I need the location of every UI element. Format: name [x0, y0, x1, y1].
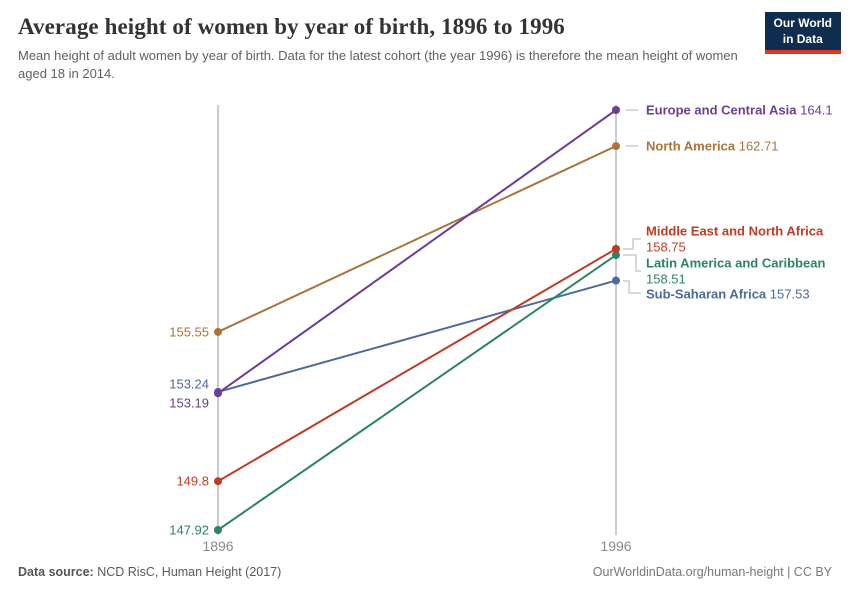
data-point-start[interactable]: [214, 327, 222, 336]
start-value-label: 153.19: [169, 396, 209, 411]
logo-line-2: in Data: [782, 31, 823, 46]
start-value-label: 153.24: [169, 377, 209, 392]
start-value-label: 147.92: [169, 523, 209, 538]
data-point-start[interactable]: [214, 526, 222, 534]
chart-footer: Data source: NCD RisC, Human Height (201…: [18, 565, 832, 579]
data-point-end[interactable]: [612, 106, 620, 114]
series-line[interactable]: [217, 145, 617, 333]
data-point-start[interactable]: [214, 477, 222, 486]
data-point-end[interactable]: [612, 251, 620, 260]
data-source: Data source: NCD RisC, Human Height (201…: [18, 565, 281, 579]
series-end-label[interactable]: North America 162.71: [646, 139, 778, 154]
series-line[interactable]: [217, 109, 617, 395]
label-connector: [623, 280, 641, 294]
x-tick-label-1996: 1996: [600, 538, 631, 554]
series-end-label[interactable]: Sub-Saharan Africa 157.53: [646, 287, 810, 302]
owid-logo[interactable]: Our World in Data: [764, 12, 841, 55]
chart-subtitle: Mean height of adult women by year of bi…: [18, 48, 738, 82]
series-north-america: 155.55 North America 162.71: [169, 139, 778, 340]
data-point-start[interactable]: [214, 389, 222, 398]
logo-line-1: Our World: [773, 16, 832, 30]
start-value-label: 149.8: [176, 474, 209, 489]
x-tick-label-1896: 1896: [202, 538, 233, 554]
data-source-label: Data source:: [18, 565, 94, 579]
series-middle-east-and-north-africa: 149.8 Middle East and North Africa 158.75: [176, 224, 824, 489]
series-line[interactable]: [217, 279, 617, 393]
chart-title: Average height of women by year of birth…: [18, 14, 565, 39]
series-end-label[interactable]: Latin America and Caribbean 158.51: [646, 256, 825, 287]
series-end-label[interactable]: Middle East and North Africa 158.75: [646, 224, 824, 255]
start-value-label: 155.55: [169, 324, 209, 339]
series-europe-and-central-asia: 153.19 Europe and Central Asia 164.1: [169, 103, 832, 411]
series-latin-america-and-caribbean: 147.92 Latin America and Caribbean 158.51: [169, 251, 825, 538]
attribution-link[interactable]: OurWorldinData.org/human-height | CC BY: [592, 565, 832, 579]
data-point-end[interactable]: [612, 142, 620, 151]
series-sub-saharan-africa: 153.24 Sub-Saharan Africa 157.53: [169, 276, 810, 396]
data-point-end[interactable]: [612, 244, 620, 253]
series-line[interactable]: [217, 254, 617, 531]
label-connector: [623, 254, 641, 272]
series-end-label[interactable]: Europe and Central Asia 164.1: [646, 103, 833, 118]
data-point-end[interactable]: [612, 276, 620, 285]
data-source-value: NCD RisC, Human Height (2017): [93, 565, 282, 579]
chart-header: Average height of women by year of birth…: [18, 14, 753, 84]
label-connector: [623, 238, 641, 250]
series-line[interactable]: [217, 248, 617, 483]
